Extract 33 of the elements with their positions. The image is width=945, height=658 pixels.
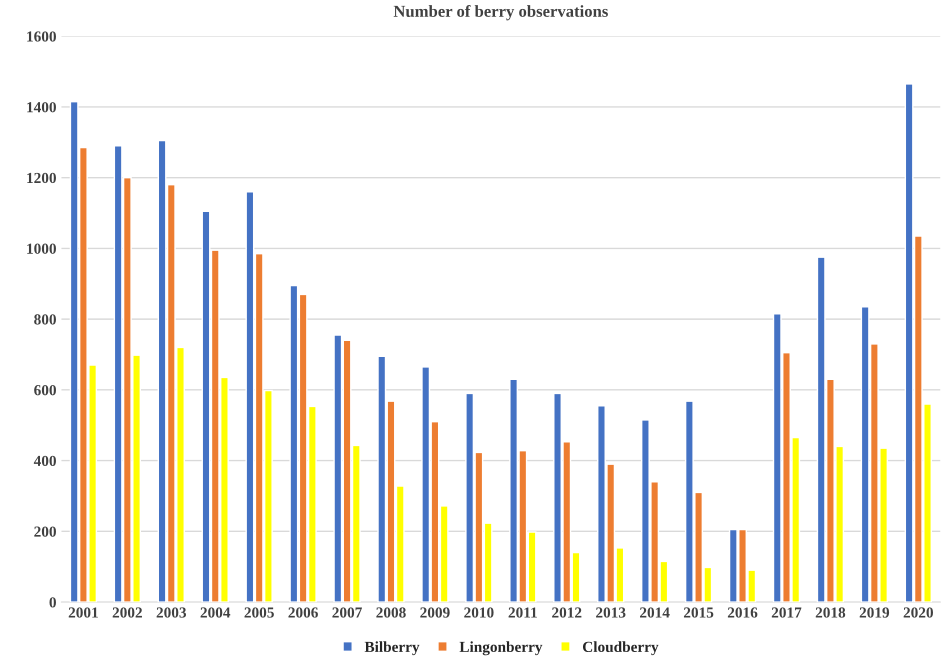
x-tick-label: 2012 [552, 607, 582, 618]
x-tick-label: 2002 [112, 607, 142, 618]
chart-title: Number of berry observations [394, 5, 608, 20]
y-tick-label: 600 [34, 385, 56, 396]
x-tick-label: 2005 [244, 607, 274, 618]
y-tick-label: 1400 [27, 102, 56, 112]
x-tick-label: 2013 [596, 607, 626, 618]
x-tick-label: 2003 [156, 607, 186, 618]
x-tick-label: 2010 [464, 607, 494, 618]
x-tick-label: 2019 [860, 607, 890, 618]
y-tick-label: 400 [34, 456, 56, 466]
legend-label: Lingonberry [460, 641, 542, 656]
x-tick-label: 2008 [376, 607, 406, 618]
x-tick-label: 2004 [200, 607, 230, 618]
x-tick-label: 2007 [332, 607, 362, 618]
x-tick-label: 2017 [772, 607, 802, 618]
x-tick-label: 2018 [816, 607, 846, 618]
x-tick-label: 2020 [904, 607, 933, 618]
x-tick-label: 2011 [508, 607, 537, 618]
x-tick-label: 2006 [288, 607, 318, 618]
y-tick-label: 1000 [27, 244, 56, 254]
x-tick-label: 2014 [640, 607, 670, 618]
legend-label: Bilberry [364, 641, 420, 656]
legend-label: Cloudberry [582, 641, 658, 656]
y-tick-label: 1200 [27, 172, 56, 184]
y-tick-label: 0 [50, 597, 56, 608]
y-tick-label: 800 [34, 314, 56, 325]
y-tick-label: 1600 [27, 31, 56, 42]
x-tick-label: 2009 [420, 607, 450, 618]
x-tick-label: 2016 [728, 607, 758, 618]
x-tick-label: 2015 [684, 607, 714, 618]
x-tick-label: 2001 [68, 607, 98, 618]
y-tick-label: 200 [34, 526, 56, 537]
